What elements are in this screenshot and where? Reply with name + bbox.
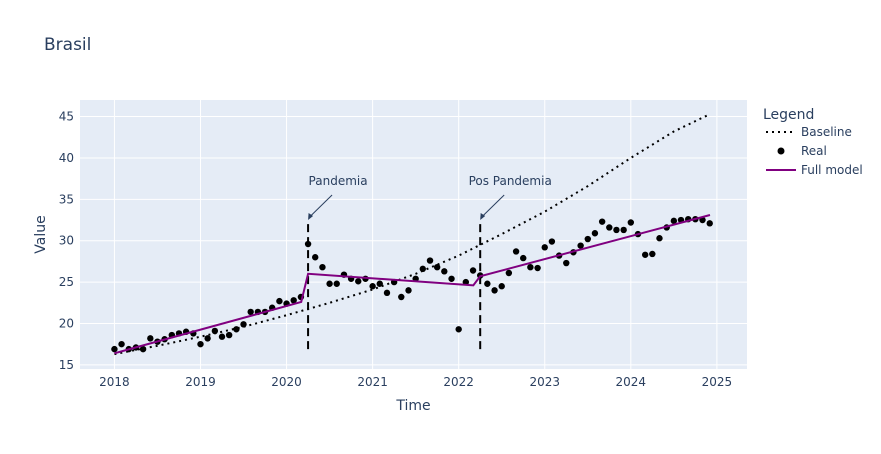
x-tick-label: 2018 — [99, 375, 130, 389]
data-point — [147, 335, 154, 342]
data-point — [462, 278, 470, 286]
x-tick-label: 2025 — [702, 375, 733, 389]
legend-swatch — [777, 147, 785, 155]
data-point — [649, 250, 656, 258]
data-point — [376, 280, 383, 287]
annotation-label: Pandemia — [309, 174, 368, 188]
x-tick-label: 2020 — [271, 375, 302, 389]
data-point — [433, 263, 441, 271]
x-tick-label: 2023 — [529, 375, 560, 389]
legend-entry-label: Full model — [801, 163, 863, 177]
y-tick-labels: 15 20 25 30 35 40 45 — [59, 110, 74, 372]
data-point — [233, 326, 240, 333]
data-point — [211, 327, 219, 335]
data-point — [290, 297, 297, 304]
data-point — [613, 226, 620, 234]
plot-area — [80, 100, 747, 369]
data-point — [584, 235, 591, 243]
y-tick-label: 40 — [59, 151, 74, 165]
data-point — [369, 283, 376, 290]
x-tick-label: 2019 — [185, 375, 216, 389]
data-point — [505, 269, 513, 277]
y-tick-label: 35 — [59, 192, 74, 206]
data-point — [620, 226, 627, 234]
data-point — [218, 333, 226, 340]
data-point — [541, 244, 548, 251]
annotation-arrowhead — [480, 213, 486, 221]
data-point — [304, 240, 312, 248]
x-tick-label: 2024 — [616, 375, 647, 389]
data-point — [527, 263, 534, 271]
data-point — [606, 224, 613, 231]
annotation-layer: Pandemia Pos Pandemia — [308, 174, 552, 221]
legend-items: Baseline Real Full model — [766, 125, 863, 177]
data-point — [627, 219, 635, 226]
data-point — [534, 264, 541, 272]
data-point — [118, 340, 125, 348]
data-point — [563, 259, 570, 267]
x-tick-labels: 2018 2019 2020 2021 2022 2023 2024 2025 — [99, 375, 732, 389]
data-point — [383, 289, 391, 297]
chart-title: Brasil — [44, 35, 91, 55]
x-axis-label: Time — [395, 398, 430, 414]
data-point — [641, 251, 649, 258]
data-point — [398, 293, 405, 301]
legend-entry-label: Real — [801, 144, 827, 158]
data-point — [240, 321, 247, 328]
data-point — [455, 326, 462, 333]
data-point — [204, 335, 211, 342]
data-point — [355, 278, 362, 285]
y-tick-label: 15 — [59, 358, 74, 372]
data-point — [326, 280, 333, 287]
data-point — [419, 265, 426, 273]
annotation-arrow — [481, 194, 505, 218]
x-tick-label: 2021 — [357, 375, 388, 389]
data-point — [333, 280, 340, 287]
annotation-arrow — [309, 194, 333, 218]
data-point — [591, 230, 599, 237]
data-point — [577, 242, 584, 249]
data-point — [670, 217, 678, 225]
data-point — [312, 254, 319, 261]
data-point — [706, 220, 713, 227]
data-point — [197, 340, 204, 348]
data-point — [448, 275, 455, 282]
annotation-label: Pos Pandemia — [469, 174, 552, 188]
data-point — [491, 287, 498, 294]
annotation-arrowhead — [308, 213, 314, 221]
data-point — [276, 297, 283, 305]
data-point — [512, 248, 520, 255]
y-tick-label: 30 — [59, 234, 74, 248]
data-point — [319, 263, 326, 271]
series-layer — [111, 113, 713, 356]
data-point — [405, 287, 412, 294]
series-line-full-model — [114, 214, 711, 355]
data-point — [598, 218, 606, 225]
data-point — [498, 283, 505, 290]
y-tick-label: 45 — [59, 110, 74, 124]
data-point — [656, 235, 663, 242]
data-point — [426, 257, 434, 264]
data-point — [225, 331, 233, 339]
y-axis-label: Value — [33, 215, 49, 253]
data-point — [484, 280, 491, 287]
x-tick-label: 2022 — [443, 375, 474, 389]
legend-title: Legend — [763, 107, 814, 123]
data-point — [469, 267, 477, 274]
data-point — [520, 254, 527, 262]
data-point — [139, 345, 147, 353]
legend-entry-label: Baseline — [801, 125, 852, 139]
data-point — [247, 308, 254, 316]
data-point — [111, 345, 118, 353]
y-tick-label: 25 — [59, 275, 74, 289]
data-point — [441, 268, 448, 275]
data-point — [548, 238, 556, 245]
legend: Legend Baseline Real Full model — [763, 107, 863, 177]
y-tick-label: 20 — [59, 316, 74, 330]
